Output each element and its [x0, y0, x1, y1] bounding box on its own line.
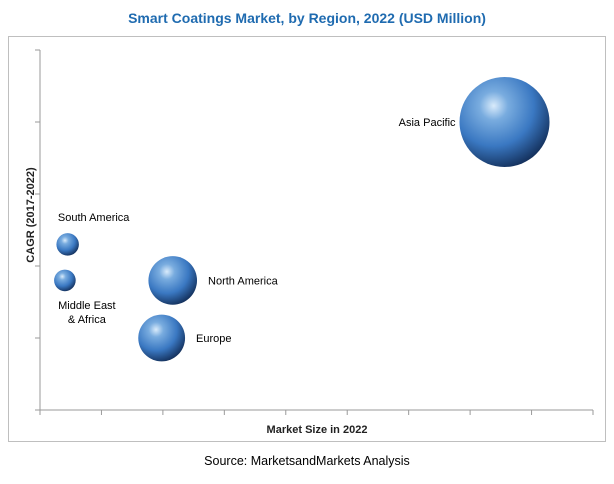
- bubble-point: [138, 314, 186, 362]
- bubble-label-line: & Africa: [68, 314, 107, 326]
- x-axis-label: Market Size in 2022: [267, 424, 368, 436]
- bubble-label: North America: [208, 275, 279, 287]
- bubble-label-line: Asia Pacific: [399, 117, 456, 129]
- source-note: Source: MarketsandMarkets Analysis: [204, 454, 410, 468]
- bubble-point: [459, 77, 550, 167]
- chart-title: Smart Coatings Market, by Region, 2022 (…: [128, 10, 486, 26]
- bubble-point: [54, 269, 76, 292]
- bubble-label-line: Europe: [196, 333, 231, 345]
- axes: [35, 49, 594, 415]
- bubbles: Asia Pacific South America Middle East & Af…: [54, 77, 550, 362]
- bubble-point: [56, 233, 79, 256]
- bubble-label: Middle East & Africa: [58, 300, 115, 326]
- bubble-label-line: North America: [208, 275, 279, 287]
- bubble-label: South America: [58, 212, 130, 224]
- bubble-point: [148, 256, 198, 305]
- bubble-label-line: Middle East: [58, 300, 115, 312]
- y-axis-label: CAGR (2017-2022): [25, 167, 37, 263]
- chart-frame: [8, 36, 606, 442]
- bubble-label: Europe: [196, 333, 231, 345]
- bubble-label-line: South America: [58, 212, 130, 224]
- bubble-label: Asia Pacific: [399, 117, 456, 129]
